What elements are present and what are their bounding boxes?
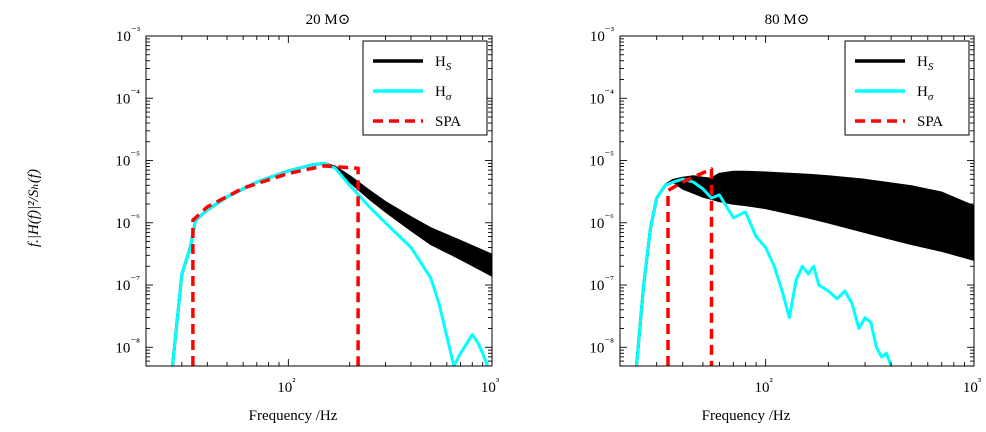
legend-label: Hσ (917, 84, 934, 103)
legend-box (362, 40, 488, 136)
plot-area (635, 167, 974, 366)
chart-title-right: 80 M⊙ (765, 12, 810, 28)
y-axis-label: f.|H(f)|²/Sₕ(f) (26, 169, 42, 247)
y-tick-label: 10⁻⁶ (115, 212, 140, 232)
y-tick-label: 10⁻⁸ (589, 336, 614, 356)
legend: HS Hσ SPA (362, 40, 488, 136)
legend: HS Hσ SPA (844, 40, 970, 136)
y-tick-label: 10⁻⁷ (115, 274, 140, 294)
series-line-h (171, 161, 489, 366)
x-axis-label-right: Frequency /Hz (702, 408, 791, 424)
legend-box (844, 40, 970, 136)
x-tick-label: 10³ (963, 376, 982, 396)
panel-80-msun: 80 M⊙ Frequency /Hz 10⁻⁸ 10⁻⁷ 10⁻⁶ 10⁻⁵ 10⁻⁴… (589, 12, 982, 424)
series-line-spa (666, 167, 714, 366)
legend-label: HS (917, 54, 934, 73)
series-line-spa (191, 164, 360, 366)
panel-20-msun: 20 M⊙ f.|H(f)|²/Sₕ(f) Frequency /Hz 10⁻⁸… (26, 12, 500, 424)
y-tick-label: 10⁻⁵ (115, 150, 140, 170)
series-line-hs (171, 161, 492, 366)
plot-frame (145, 35, 493, 367)
x-axis-label-left: Frequency /Hz (249, 408, 338, 424)
plot-area (171, 161, 492, 366)
y-tick-label: 10⁻⁴ (115, 87, 140, 107)
y-tick-label: 10⁻⁴ (589, 87, 614, 107)
series-0-band (171, 162, 492, 366)
y-tick-label: 10⁻⁷ (589, 274, 614, 294)
legend-label: Hσ (435, 84, 452, 103)
legend-label: HS (435, 54, 452, 73)
x-tick-label: 10³ (481, 376, 500, 396)
legend-label: SPA (917, 114, 943, 130)
x-tick-label: 10² (277, 376, 296, 396)
y-tick-label: 10⁻⁶ (589, 212, 614, 232)
x-tick-label: 10² (754, 376, 773, 396)
series-line-h (635, 177, 893, 366)
plot-frame (619, 35, 975, 367)
y-tick-label: 10⁻⁸ (115, 336, 140, 356)
y-tick-label: 10⁻⁵ (589, 150, 614, 170)
y-tick-label: 10⁻³ (590, 25, 615, 45)
chart-title-left: 20 M⊙ (306, 12, 351, 28)
y-tick-label: 10⁻³ (116, 25, 141, 45)
legend-label: SPA (435, 114, 461, 130)
